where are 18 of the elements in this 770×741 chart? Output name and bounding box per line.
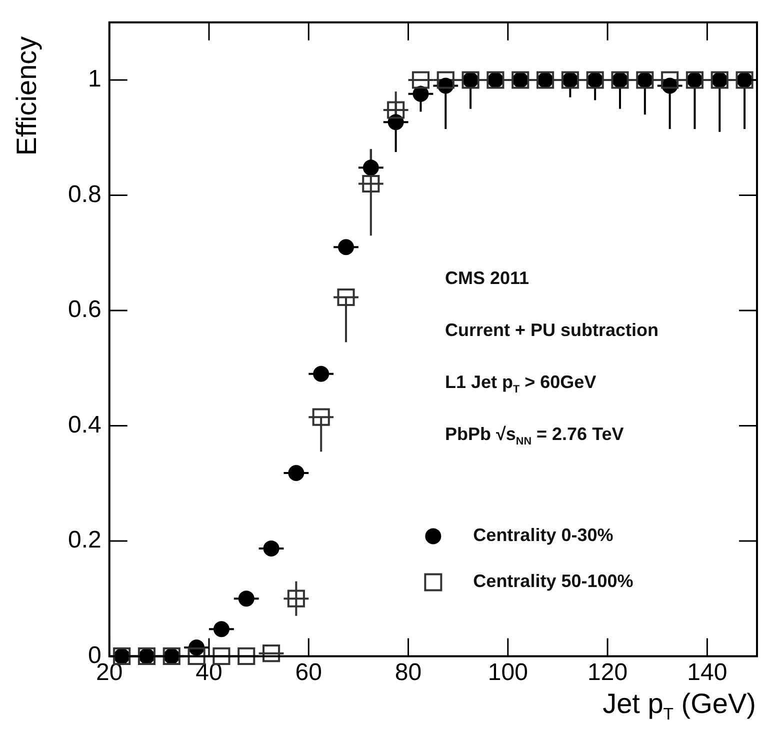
y-tick-label: 0.4	[68, 411, 102, 438]
legend-label: Centrality 0-30%	[473, 525, 614, 546]
y-tick-label: 0.8	[68, 180, 102, 208]
annotation: Current + PU subtraction	[445, 320, 659, 341]
annotation: PbPb √s$_{NN}$ = 2.76 TeV	[445, 424, 624, 448]
x-tick-label: 80	[394, 659, 422, 686]
x-axis-title: Jet p$_{T}$ (GeV)	[602, 688, 756, 725]
x-tick-label: 120	[588, 659, 628, 686]
annotation: L1 Jet p$_{T}$ > 60GeV	[445, 372, 596, 396]
annotation: CMS 2011	[445, 268, 530, 289]
x-tick-label: 140	[687, 659, 728, 686]
x-tick-label: 60	[295, 659, 322, 686]
y-tick-label: 0.2	[68, 526, 102, 554]
y-axis-title: Efficiency	[11, 35, 43, 158]
y-tick-label: 1	[88, 66, 102, 93]
legend-label: Centrality 50-100%	[473, 571, 634, 592]
x-tick-label: 100	[488, 659, 528, 686]
y-tick-label: 0.6	[68, 296, 102, 324]
